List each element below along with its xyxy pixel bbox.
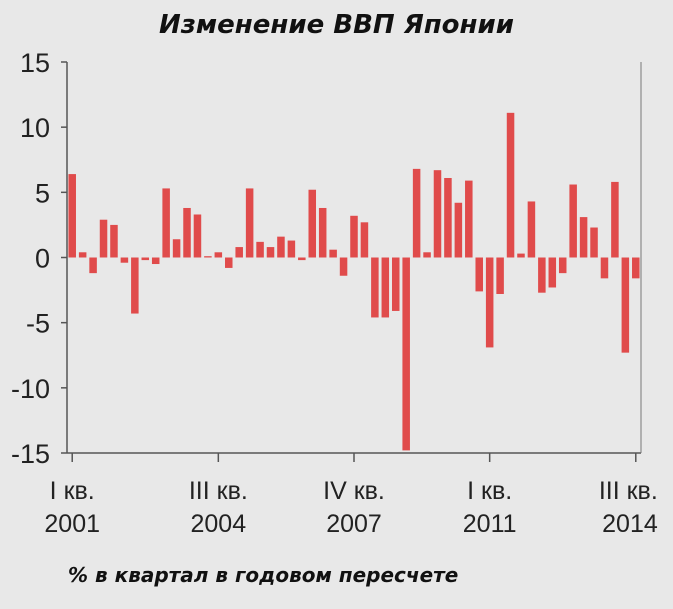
bar — [527, 201, 536, 258]
bar — [172, 239, 181, 258]
x-tick-labels: I кв. 2001 III кв. 2004 IV кв. 2007 I кв. 2011 I… — [44, 477, 657, 538]
bar — [308, 189, 317, 258]
bar — [131, 257, 139, 314]
bar — [611, 181, 619, 258]
y-tick-label: -15 — [11, 439, 50, 469]
y-tick-label: -10 — [11, 374, 50, 404]
bar — [548, 257, 557, 288]
bar — [277, 236, 285, 258]
bar — [485, 257, 494, 348]
bar — [183, 207, 191, 258]
bar — [506, 112, 515, 258]
bar — [193, 214, 202, 258]
x-tick-label-year: 2011 — [463, 510, 517, 538]
bar — [454, 202, 463, 258]
x-tick-label-year: 2001 — [44, 510, 100, 538]
x-tick-label-year: 2007 — [326, 510, 382, 538]
bar — [151, 257, 160, 265]
bar — [120, 257, 129, 263]
bar — [141, 257, 150, 261]
x-tick-label-year: 2004 — [191, 510, 247, 538]
chart-title: Изменение ВВП Японии — [159, 10, 514, 40]
y-tick-label: 10 — [20, 113, 50, 143]
x-tick-label-quarter: III кв. — [189, 477, 248, 505]
bar — [329, 249, 337, 258]
bar — [339, 257, 348, 276]
bar — [256, 241, 264, 258]
bar — [110, 224, 118, 258]
bar — [600, 257, 609, 279]
chart-subtitle: % в квартал в годовом пересчете — [68, 563, 459, 587]
x-tick-label-quarter: IV кв. — [323, 477, 385, 505]
bar — [381, 257, 390, 318]
bar — [517, 253, 525, 258]
y-tick-label: -5 — [26, 309, 50, 339]
bar — [569, 184, 577, 258]
bar — [465, 180, 473, 258]
bar — [475, 257, 483, 292]
bar — [579, 217, 588, 258]
bar — [423, 252, 431, 258]
bar — [496, 257, 504, 294]
bar — [350, 215, 358, 258]
bar — [204, 256, 212, 258]
bar — [558, 257, 567, 274]
bar — [360, 222, 369, 258]
y-tick-labels: 15 10 5 0 -5 -10 -15 — [11, 48, 50, 469]
bar — [318, 207, 327, 258]
bar — [266, 247, 275, 258]
bar — [162, 188, 170, 258]
bar — [538, 257, 546, 293]
x-tick-label-quarter: I кв. — [467, 477, 512, 505]
y-tick-label: 0 — [35, 244, 50, 274]
bar — [214, 252, 223, 258]
bar — [89, 257, 97, 274]
bar — [402, 257, 410, 451]
bar — [78, 252, 87, 258]
bar — [68, 174, 76, 258]
x-tick-label-year: 2014 — [602, 510, 658, 538]
bar — [433, 170, 442, 258]
x-tick-label-quarter: III кв. — [599, 477, 658, 505]
bar — [287, 240, 296, 258]
bar — [590, 227, 598, 258]
chart-bars — [68, 112, 640, 451]
bar — [444, 177, 452, 258]
bar — [225, 257, 233, 268]
bar — [235, 247, 243, 258]
bar — [298, 257, 306, 261]
y-tick-label: 5 — [35, 178, 50, 208]
chart-axes — [61, 61, 642, 462]
x-tick-label-quarter: I кв. — [50, 477, 95, 505]
bar — [621, 257, 630, 353]
bar — [245, 188, 254, 258]
y-tick-label: 15 — [20, 48, 50, 78]
bar — [371, 257, 379, 318]
bar — [391, 257, 400, 311]
bar — [99, 219, 108, 258]
bar — [632, 257, 640, 279]
bar — [412, 168, 421, 258]
